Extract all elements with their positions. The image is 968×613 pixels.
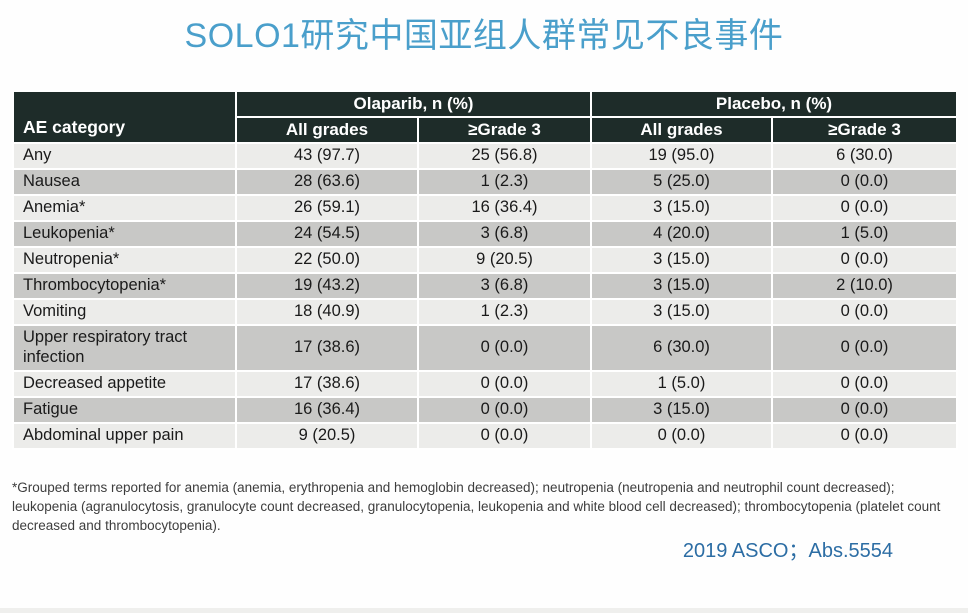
value-cell: 6 (30.0) <box>771 142 958 170</box>
ae-category-cell: Nausea <box>12 168 237 196</box>
value-cell: 0 (0.0) <box>417 324 592 372</box>
value-cell: 0 (0.0) <box>771 421 958 450</box>
grouped-terms-footnote: *Grouped terms reported for anemia (anem… <box>12 480 941 533</box>
ae-category-cell: Thrombocytopenia* <box>12 272 237 300</box>
value-cell: 0 (0.0) <box>417 421 592 450</box>
value-cell: 43 (97.7) <box>235 142 419 170</box>
value-cell: 25 (56.8) <box>417 142 592 170</box>
value-cell: 9 (20.5) <box>235 421 419 450</box>
value-cell: 19 (43.2) <box>235 272 419 300</box>
ae-category-cell: Neutropenia* <box>12 246 237 274</box>
placebo-all-grades-header: All grades <box>590 116 773 144</box>
sub-header-row: All grades ≥Grade 3 All grades ≥Grade 3 <box>13 116 958 144</box>
value-cell: 6 (30.0) <box>590 324 773 372</box>
placebo-grade3-header: ≥Grade 3 <box>771 116 958 144</box>
table-row: Neutropenia* 22 (50.0) 9 (20.5) 3 (15.0)… <box>12 246 958 274</box>
value-cell: 1 (2.3) <box>417 168 592 196</box>
value-cell: 3 (15.0) <box>590 194 773 222</box>
value-cell: 17 (38.6) <box>235 369 419 398</box>
value-cell: 3 (15.0) <box>590 395 773 424</box>
value-cell: 16 (36.4) <box>235 395 419 424</box>
value-cell: 1 (5.0) <box>590 369 773 398</box>
value-cell: 0 (0.0) <box>771 369 958 398</box>
value-cell: 0 (0.0) <box>771 194 958 222</box>
value-cell: 26 (59.1) <box>235 194 419 222</box>
placebo-group-header: Placebo, n (%) <box>590 90 958 118</box>
ae-category-cell: Leukopenia* <box>12 220 237 248</box>
value-cell: 0 (0.0) <box>590 421 773 450</box>
value-cell: 3 (15.0) <box>590 298 773 326</box>
value-cell: 28 (63.6) <box>235 168 419 196</box>
table-row: Abdominal upper pain 9 (20.5) 0 (0.0) 0 … <box>12 421 958 450</box>
value-cell: 0 (0.0) <box>771 168 958 196</box>
value-cell: 3 (15.0) <box>590 246 773 274</box>
table-row: Fatigue 16 (36.4) 0 (0.0) 3 (15.0) 0 (0.… <box>12 395 958 424</box>
page-title: SOLO1研究中国亚组人群常见不良事件 <box>184 17 784 55</box>
table-row: Any 43 (97.7) 25 (56.8) 19 (95.0) 6 (30.… <box>12 142 958 170</box>
table-row: Anemia* 26 (59.1) 16 (36.4) 3 (15.0) 0 (… <box>12 194 958 222</box>
value-cell: 0 (0.0) <box>771 324 958 372</box>
value-cell: 19 (95.0) <box>590 142 773 170</box>
table-row: Decreased appetite 17 (38.6) 0 (0.0) 1 (… <box>12 369 958 398</box>
value-cell: 1 (5.0) <box>771 220 958 248</box>
adverse-events-table-wrap: AE category Olaparib, n (%) Placebo, n (… <box>12 90 958 450</box>
value-cell: 24 (54.5) <box>235 220 419 248</box>
value-cell: 3 (6.8) <box>417 220 592 248</box>
ae-category-cell: Anemia* <box>12 194 237 222</box>
table-header: AE category Olaparib, n (%) Placebo, n (… <box>12 90 958 144</box>
value-cell: 0 (0.0) <box>417 395 592 424</box>
table-row: Leukopenia* 24 (54.5) 3 (6.8) 4 (20.0) 1… <box>12 220 958 248</box>
value-cell: 0 (0.0) <box>771 395 958 424</box>
value-cell: 0 (0.0) <box>771 298 958 326</box>
edge-artifact <box>0 608 968 613</box>
ae-category-cell: Upper respiratory tract infection <box>12 324 237 372</box>
ae-category-cell: Decreased appetite <box>12 369 237 398</box>
value-cell: 18 (40.9) <box>235 298 419 326</box>
value-cell: 17 (38.6) <box>235 324 419 372</box>
table-row: Upper respiratory tract infection 17 (38… <box>12 324 958 372</box>
ae-category-cell: Fatigue <box>12 395 237 424</box>
ae-category-cell: Vomiting <box>12 298 237 326</box>
table-body: Any 43 (97.7) 25 (56.8) 19 (95.0) 6 (30.… <box>12 142 958 450</box>
olaparib-all-grades-header: All grades <box>235 116 419 144</box>
table-row: Nausea 28 (63.6) 1 (2.3) 5 (25.0) 0 (0.0… <box>12 168 958 196</box>
value-cell: 1 (2.3) <box>417 298 592 326</box>
table-row: Vomiting 18 (40.9) 1 (2.3) 3 (15.0) 0 (0… <box>12 298 958 326</box>
value-cell: 3 (6.8) <box>417 272 592 300</box>
table-row: Thrombocytopenia* 19 (43.2) 3 (6.8) 3 (1… <box>12 272 958 300</box>
value-cell: 16 (36.4) <box>417 194 592 222</box>
ae-category-cell: Abdominal upper pain <box>12 421 237 450</box>
source-citation: 2019 ASCO；Abs.5554 <box>682 540 893 562</box>
value-cell: 4 (20.0) <box>590 220 773 248</box>
olaparib-group-header: Olaparib, n (%) <box>235 90 592 118</box>
group-header-row: AE category Olaparib, n (%) Placebo, n (… <box>12 90 958 144</box>
value-cell: 0 (0.0) <box>771 246 958 274</box>
adverse-events-table: AE category Olaparib, n (%) Placebo, n (… <box>12 90 958 450</box>
value-cell: 9 (20.5) <box>417 246 592 274</box>
value-cell: 3 (15.0) <box>590 272 773 300</box>
value-cell: 22 (50.0) <box>235 246 419 274</box>
olaparib-grade3-header: ≥Grade 3 <box>417 116 592 144</box>
value-cell: 5 (25.0) <box>590 168 773 196</box>
value-cell: 0 (0.0) <box>417 369 592 398</box>
ae-category-header: AE category <box>12 90 237 144</box>
ae-category-cell: Any <box>12 142 237 170</box>
value-cell: 2 (10.0) <box>771 272 958 300</box>
